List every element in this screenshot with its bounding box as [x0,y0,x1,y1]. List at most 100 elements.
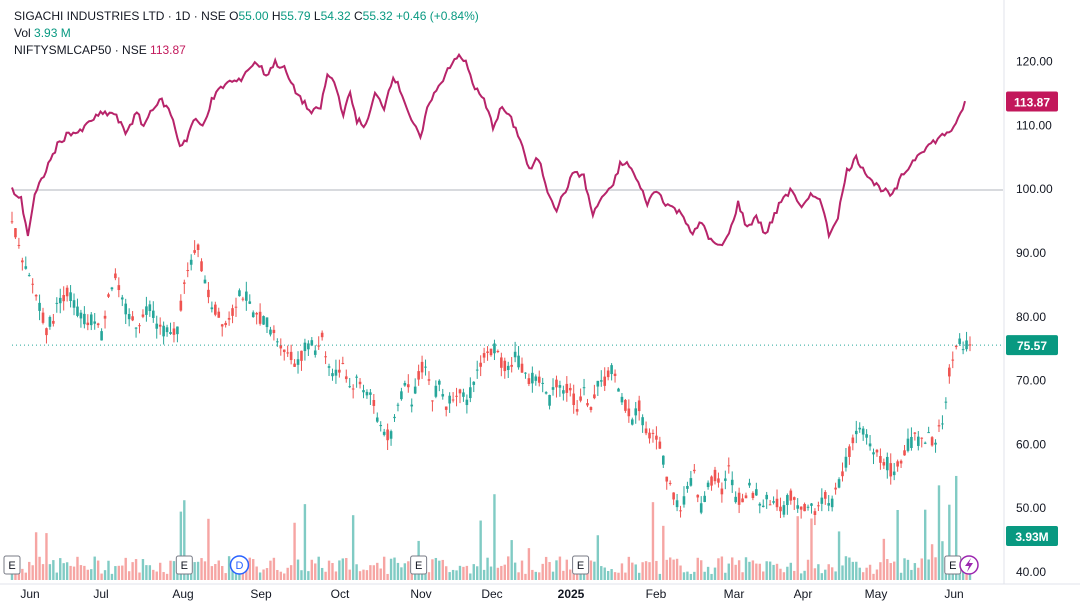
volume-bar [65,562,69,580]
candle-body [792,497,796,500]
candle-body [510,364,513,367]
candle-body [434,385,438,397]
candle-body [520,363,524,373]
volume-bar [651,502,655,580]
volume-bar [310,559,314,580]
candle-body [38,302,41,311]
volume-bar [930,544,934,580]
candle-body [110,287,114,290]
volume-bar [872,573,875,580]
candle-body [217,311,221,318]
candle-body [875,449,879,453]
volume-bar [710,573,713,580]
candle-body [52,320,55,324]
candle-body [482,353,486,358]
candle-body [834,487,837,490]
volume-bar [341,558,345,580]
volume-bar [24,572,27,580]
volume-bar [665,559,668,580]
volume-bar [889,563,892,580]
volume-bar [937,485,941,580]
candle-body [375,417,379,422]
candle-body [413,386,417,394]
candle-body [903,450,906,456]
candle-body [892,471,896,476]
volume-bar [396,562,400,580]
symbol-name[interactable]: SIGACHI INDUSTRIES LTD · 1D · NSE [14,9,226,23]
candle-body [648,432,651,439]
candle-body [486,351,489,353]
candle-body [389,431,393,439]
volume-label[interactable]: Vol [14,26,31,40]
candle-body [765,494,768,500]
price-tick-label: 70.00 [1016,374,1046,388]
compare-price-tag: 113.87 [1014,96,1050,110]
volume-bar [613,572,617,580]
candle-body [138,325,141,327]
volume-bar [734,564,737,580]
volume-bar [851,561,855,580]
volume-bar [648,562,651,580]
candle-body [555,379,558,388]
volume-bar [507,556,510,580]
candle-body [813,511,817,515]
candle-body [506,365,510,371]
candle-body [406,384,410,388]
candle-body [958,338,961,344]
volume-bar [517,572,520,580]
candle-body [351,388,355,390]
candle-body [551,387,555,390]
candle-body [599,380,603,382]
candle-body [469,387,472,399]
candle-body [724,478,727,481]
volume-bar [214,564,217,580]
volume-bar [221,566,224,580]
candle-body [458,389,462,394]
candle-body [444,406,448,410]
candle-body [923,442,927,444]
volume-bar [179,511,183,580]
candle-body [751,492,755,499]
candle-body [730,479,734,486]
candle-body [944,401,948,403]
candle-body [338,369,341,373]
volume-bar [438,560,441,580]
volume-bar [296,559,300,580]
volume-bar [817,564,820,580]
candle-body [344,376,348,380]
volume-bar [569,569,572,580]
candle-body [172,328,176,335]
candle-body [537,376,541,383]
candle-body [513,351,517,358]
compare-symbol[interactable]: NIFTYSMLCAP50 · NSE [14,43,147,57]
candle-body [899,460,903,464]
candle-body [34,294,38,297]
volume-bar [45,533,48,580]
candle-body [165,327,169,333]
candle-body [286,352,289,354]
candle-body [720,488,724,495]
volume-bar [203,561,207,580]
volume-bar [462,566,465,580]
candle-body [606,370,610,378]
volume-bar [165,573,169,580]
candle-body [624,399,627,411]
volume-bar [331,563,334,580]
candle-body [162,325,165,337]
candle-body [689,478,693,486]
price-tick-label: 110.00 [1016,118,1052,132]
volume-bar [114,566,117,580]
last-price-tag-bg [1006,335,1058,356]
volume-bar [227,556,231,580]
candle-body [307,343,310,350]
candle-body [713,469,717,482]
volume-bar [772,564,775,580]
candle-body [62,295,65,302]
candle-body [651,432,655,434]
candle-body [386,429,389,441]
volume-bar [41,564,45,580]
volume-bar [755,563,758,580]
candle-body [410,404,414,407]
candle-body [210,307,214,310]
